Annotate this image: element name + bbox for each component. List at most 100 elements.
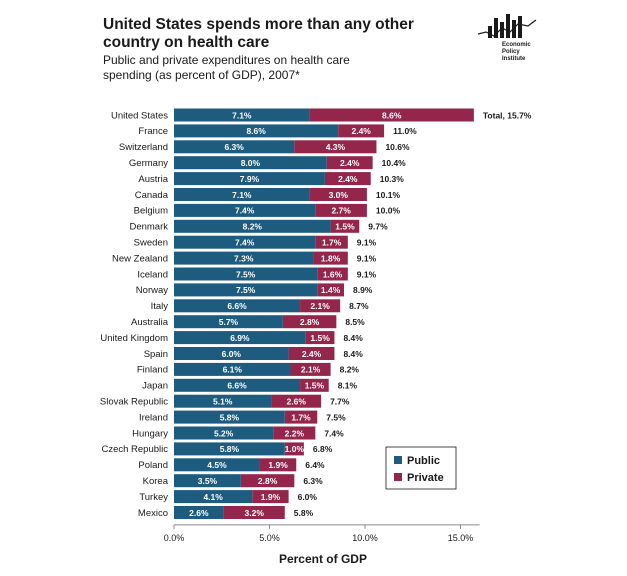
data-label-private: 8.6% — [382, 110, 402, 120]
total-label: 6.8% — [313, 444, 333, 454]
data-label-public: 8.2% — [243, 222, 263, 232]
category-label: Denmark — [129, 222, 168, 233]
data-label-public: 6.3% — [224, 142, 244, 152]
data-label-private: 4.3% — [326, 142, 346, 152]
x-tick-label: 0.0% — [164, 533, 185, 543]
bar-private — [305, 331, 335, 345]
data-label-private: 3.0% — [329, 190, 349, 200]
bar-private — [326, 156, 373, 170]
bar-private — [223, 506, 285, 519]
total-label: 8.5% — [345, 317, 365, 327]
data-label-private: 1.7% — [291, 412, 311, 422]
bar-public — [174, 506, 224, 519]
bar-private — [240, 474, 295, 488]
total-label: 9.1% — [357, 253, 377, 263]
data-label-private: 1.5% — [305, 381, 325, 391]
total-label: 7.4% — [324, 428, 344, 438]
bar-public — [174, 267, 318, 281]
bar-public — [174, 235, 316, 249]
bar-public — [174, 458, 260, 472]
data-label-private: 3.2% — [245, 508, 265, 518]
bar-private — [315, 203, 367, 217]
total-label: 10.1% — [376, 190, 401, 200]
data-label-public: 4.1% — [203, 492, 223, 502]
bar-public — [174, 490, 253, 504]
data-label-public: 5.8% — [220, 412, 240, 422]
data-label-public: 7.1% — [232, 110, 252, 120]
data-label-public: 7.5% — [236, 269, 256, 279]
bar-private — [330, 219, 360, 233]
bar-public — [174, 362, 291, 376]
bar-public — [174, 140, 295, 154]
bar-public — [174, 172, 325, 186]
bar-public — [174, 108, 310, 122]
data-label-public: 6.6% — [227, 301, 247, 311]
bar-public — [174, 188, 310, 201]
category-label: Norway — [136, 285, 168, 296]
category-label: France — [138, 126, 168, 137]
bar-private — [317, 267, 348, 281]
category-label: Sweden — [134, 238, 168, 249]
total-label: Total, 15.7% — [483, 110, 532, 120]
bar-private — [290, 362, 331, 376]
bar-private — [315, 235, 348, 249]
bar-private — [284, 410, 318, 424]
bar-private — [324, 172, 371, 186]
bar-public — [174, 378, 301, 392]
data-label-private: 2.4% — [338, 174, 358, 184]
bar-private — [284, 442, 304, 456]
total-label: 10.3% — [380, 174, 405, 184]
bar-public — [174, 426, 274, 440]
data-label-public: 7.4% — [235, 238, 255, 248]
data-label-public: 6.0% — [222, 349, 242, 359]
category-label: Canada — [135, 190, 169, 201]
x-tick-label: 10.0% — [352, 533, 378, 543]
total-label: 8.4% — [343, 333, 363, 343]
total-label: 8.2% — [340, 365, 360, 375]
data-label-private: 1.6% — [323, 269, 343, 279]
bar-private — [338, 124, 385, 138]
data-label-private: 2.7% — [331, 206, 351, 216]
legend-label-public: Public — [407, 455, 440, 467]
category-label: Hungary — [132, 428, 168, 439]
total-label: 8.7% — [349, 301, 369, 311]
total-label: 5.8% — [294, 508, 314, 518]
data-label-public: 7.3% — [234, 253, 254, 263]
category-label: Ireland — [139, 412, 168, 423]
bar-public — [174, 124, 339, 138]
bar-private — [317, 283, 344, 297]
legend-swatch-private — [394, 473, 402, 481]
data-label-public: 5.2% — [214, 428, 234, 438]
data-label-public: 5.1% — [213, 397, 233, 407]
bar-public — [174, 219, 331, 233]
legend-box — [385, 446, 457, 490]
data-label-private: 1.8% — [321, 253, 341, 263]
bar-private — [294, 140, 377, 154]
category-label: Turkey — [139, 492, 168, 503]
category-label: Japan — [142, 381, 168, 392]
bar-private — [259, 458, 297, 472]
data-label-private: 1.0% — [285, 444, 305, 454]
data-label-public: 5.8% — [220, 444, 240, 454]
bar-public — [174, 203, 316, 217]
x-tick-label: 5.0% — [259, 533, 280, 543]
category-label: Germany — [129, 158, 168, 169]
total-label: 8.1% — [338, 381, 358, 391]
data-label-public: 5.7% — [219, 317, 239, 327]
data-label-public: 7.5% — [236, 285, 256, 295]
data-label-public: 2.6% — [189, 508, 209, 518]
data-label-public: 7.1% — [232, 190, 252, 200]
bar-public — [174, 299, 301, 313]
data-label-public: 6.9% — [230, 333, 250, 343]
category-label: Australia — [131, 317, 169, 328]
category-label: Belgium — [134, 206, 168, 217]
bar-public — [174, 347, 289, 360]
bar-public — [174, 283, 318, 297]
category-label: United Kingdom — [100, 333, 168, 344]
category-label: New Zealand — [112, 253, 168, 264]
bar-private — [300, 378, 329, 392]
total-label: 10.4% — [382, 158, 407, 168]
data-label-public: 8.0% — [241, 158, 261, 168]
total-label: 8.4% — [343, 349, 363, 359]
